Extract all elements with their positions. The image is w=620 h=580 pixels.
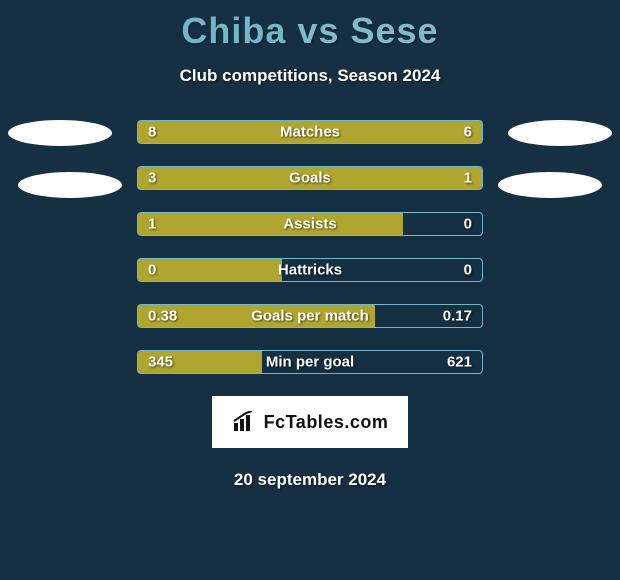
stat-value-right: 6 <box>464 124 472 141</box>
stat-value-right: 0.17 <box>443 308 472 325</box>
vs-label: vs <box>297 10 339 51</box>
stat-row: 1 Assists 0 <box>137 212 483 236</box>
date-label: 20 september 2024 <box>0 470 620 490</box>
logo-text: FcTables.com <box>264 412 389 433</box>
stat-value-left: 345 <box>148 354 173 371</box>
stat-label: Assists <box>283 216 336 233</box>
stat-value-left: 0.38 <box>148 308 177 325</box>
stat-label: Hattricks <box>278 262 342 279</box>
stat-row: 0 Hattricks 0 <box>137 258 483 282</box>
stat-bar-left <box>138 259 282 281</box>
stat-bar-right <box>334 121 482 143</box>
stat-value-right: 1 <box>464 170 472 187</box>
stat-value-left: 1 <box>148 216 156 233</box>
stat-value-right: 0 <box>464 262 472 279</box>
stat-value-left: 8 <box>148 124 156 141</box>
subtitle: Club competitions, Season 2024 <box>0 66 620 86</box>
stat-value-left: 3 <box>148 170 156 187</box>
comparison-chart: 8 Matches 6 3 Goals 1 1 Assists 0 0 Hattricks 0 0.38… <box>0 120 620 374</box>
stat-row: 0.38 Goals per match 0.17 <box>137 304 483 328</box>
fctables-logo: FcTables.com <box>212 396 408 448</box>
stat-value-right: 0 <box>464 216 472 233</box>
stat-row: 345 Min per goal 621 <box>137 350 483 374</box>
player2-badge-placeholder <box>498 172 602 198</box>
stat-row: 3 Goals 1 <box>137 166 483 190</box>
bar-chart-icon <box>232 411 258 433</box>
comparison-title: Chiba vs Sese <box>0 0 620 52</box>
stat-label: Goals <box>289 170 331 187</box>
player2-badge-placeholder <box>508 120 612 146</box>
stat-value-left: 0 <box>148 262 156 279</box>
player1-badge-placeholder <box>8 120 112 146</box>
stat-bar-left <box>138 213 403 235</box>
stat-bar-left <box>138 167 396 189</box>
stat-label: Matches <box>280 124 340 141</box>
player1-badge-placeholder <box>18 172 122 198</box>
player2-name: Sese <box>351 10 439 51</box>
stat-label: Min per goal <box>266 354 354 371</box>
stat-label: Goals per match <box>251 308 369 325</box>
player1-name: Chiba <box>181 10 286 51</box>
stat-value-right: 621 <box>447 354 472 371</box>
stat-row: 8 Matches 6 <box>137 120 483 144</box>
